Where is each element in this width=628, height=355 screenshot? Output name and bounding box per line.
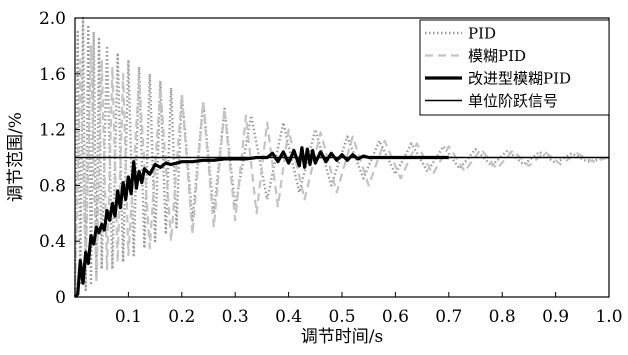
ticks-layer: 0.1 0.2 0.3 0.4 0.5 0.6 0.7 0.8 0.9 1.0 0 0.4 0.8 1.2…: [39, 9, 623, 327]
legend-label-4: 单位阶跃信号: [468, 92, 558, 110]
x-tick-label: 0.5: [328, 307, 355, 327]
y-tick-label: 0.8: [39, 176, 66, 196]
legend-label-2: 模糊PID: [468, 47, 526, 65]
x-tick-label: 0.3: [222, 307, 249, 327]
series-line-1: [73, 16, 610, 298]
legend-entries: PID 模糊PID 改进型模糊PID 单位阶跃信号: [425, 25, 571, 110]
legend-box: [419, 19, 610, 116]
y-tick-label: 1.2: [39, 121, 66, 141]
legend: PID 模糊PID 改进型模糊PID 单位阶跃信号: [419, 19, 610, 116]
y-tick-label: 0.4: [39, 232, 66, 252]
x-tick-label: 0.1: [115, 307, 142, 327]
x-tick-label: 0.9: [542, 307, 569, 327]
y-axis-title: 调节范围/%: [6, 112, 26, 202]
x-tick-label: 0.4: [275, 307, 302, 327]
x-axis-title: 调节时间/s: [301, 327, 383, 347]
x-tick-label: 0.8: [489, 307, 516, 327]
legend-label-1: PID: [468, 25, 496, 43]
y-tick-label: 1.6: [39, 65, 66, 85]
y-tick-label: 2.0: [39, 9, 66, 29]
series-line-2: [73, 44, 610, 298]
x-tick-label: 0.6: [382, 307, 409, 327]
series-line-3: [73, 146, 449, 299]
x-tick-label: 0.7: [435, 307, 462, 327]
x-tick-label: 1.0: [595, 307, 622, 327]
series-layer: [73, 16, 610, 299]
x-tick-label: 0.2: [168, 307, 195, 327]
y-tick-label: 0: [55, 288, 66, 308]
legend-label-3: 改进型模糊PID: [468, 70, 571, 88]
